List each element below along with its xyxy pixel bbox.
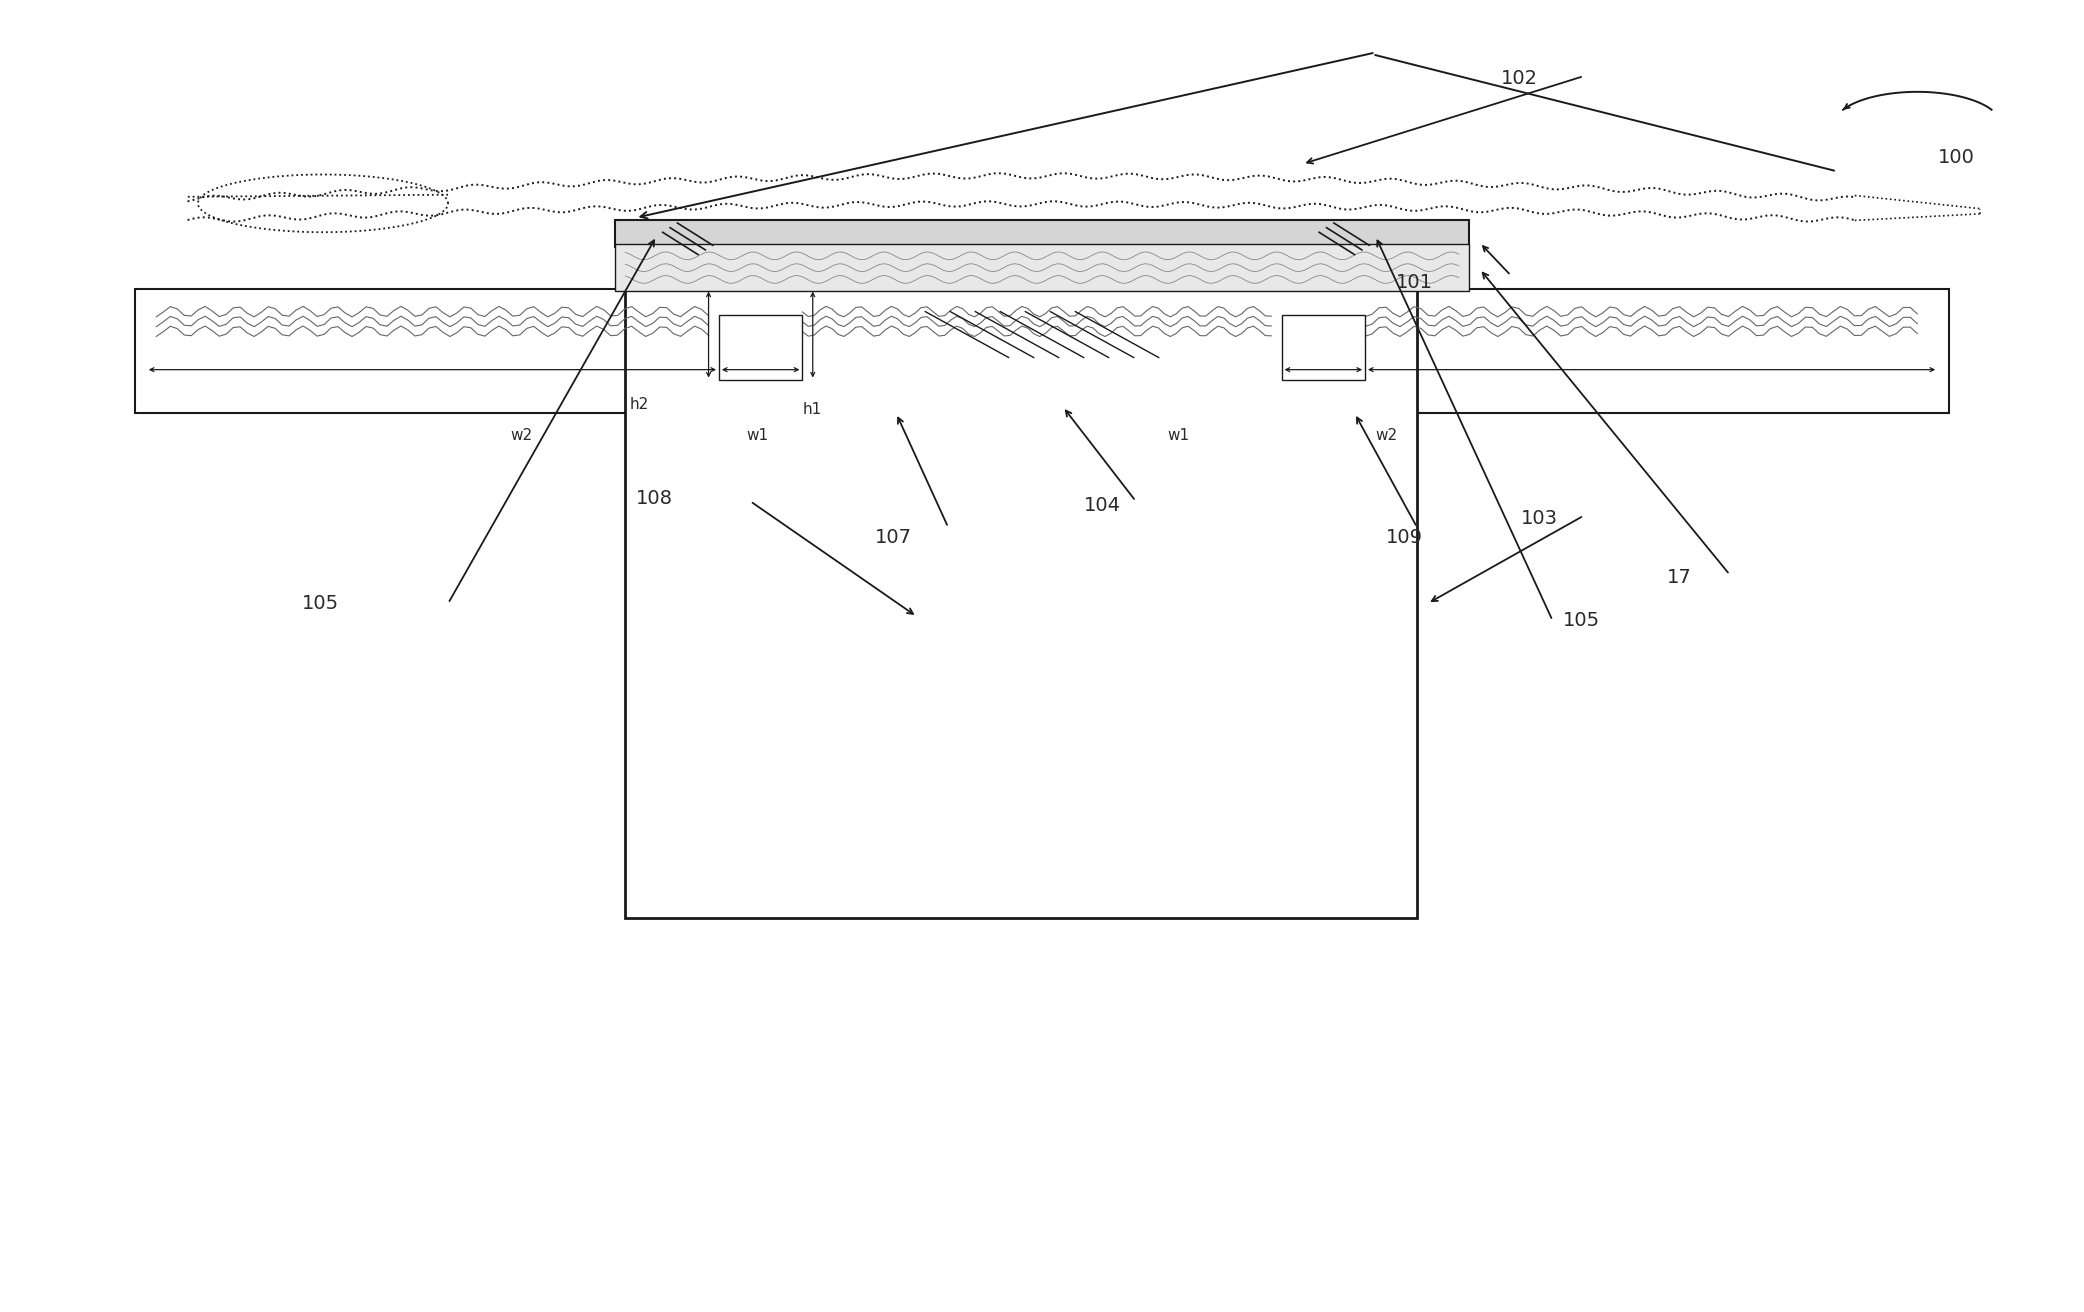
Text: 101: 101 bbox=[1396, 273, 1434, 291]
Text: 102: 102 bbox=[1500, 70, 1538, 88]
Bar bbox=[1282, 315, 1365, 380]
Text: h1: h1 bbox=[802, 401, 821, 417]
Bar bbox=[625, 236, 1417, 918]
Text: 104: 104 bbox=[1084, 496, 1121, 514]
Text: 107: 107 bbox=[875, 529, 913, 547]
Bar bbox=[615, 244, 1469, 291]
Bar bbox=[615, 220, 1469, 247]
Text: w1: w1 bbox=[1167, 428, 1190, 443]
Text: 109: 109 bbox=[1386, 529, 1423, 547]
Text: 17: 17 bbox=[1667, 568, 1692, 586]
Text: 100: 100 bbox=[1938, 148, 1976, 167]
Text: 105: 105 bbox=[302, 594, 340, 613]
Text: 105: 105 bbox=[1563, 611, 1601, 630]
Bar bbox=[135, 289, 1949, 413]
Bar bbox=[719, 315, 802, 380]
Text: h2: h2 bbox=[629, 396, 648, 412]
Text: 103: 103 bbox=[1521, 509, 1559, 527]
Text: w2: w2 bbox=[511, 428, 534, 443]
Text: w2: w2 bbox=[1375, 428, 1398, 443]
Text: 108: 108 bbox=[636, 489, 673, 508]
Text: w1: w1 bbox=[746, 428, 769, 443]
